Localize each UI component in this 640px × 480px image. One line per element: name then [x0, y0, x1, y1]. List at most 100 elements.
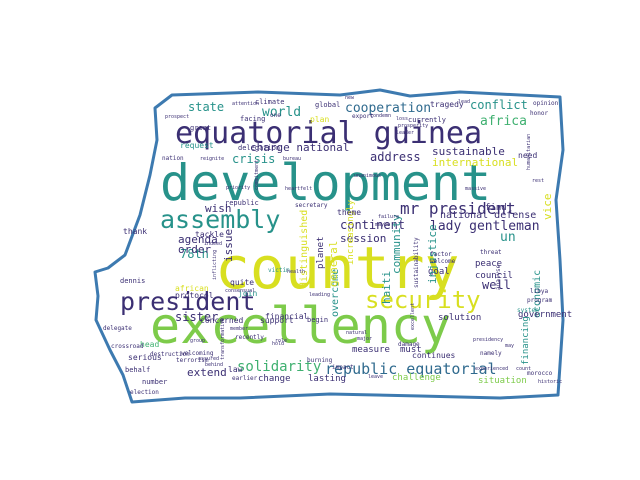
cloud-word-excellency: excellency	[150, 297, 451, 355]
cloud-word-earlier: earlier	[232, 375, 258, 382]
cloud-word-solidarity: solidarity	[237, 359, 321, 375]
cloud-word-attention: attention	[232, 101, 259, 107]
cloud-word-dennis: dennis	[120, 277, 145, 285]
cloud-word-republic: republic	[225, 199, 259, 207]
cloud-word-sister: sister	[175, 310, 218, 324]
cloud-word-consensual: consensual	[225, 288, 255, 294]
cloud-word-victim: victim	[268, 267, 290, 274]
cloud-word-presidency: presidency	[473, 337, 503, 343]
cloud-word-major: major	[357, 336, 372, 342]
cloud-word-rest: rest	[532, 178, 544, 184]
cloud-word-group: group	[190, 338, 205, 344]
cloud-outline	[93, 88, 565, 404]
cloud-word-massive: massive	[465, 186, 486, 192]
cloud-word-election: election	[130, 389, 159, 396]
cloud-word-serious: serious	[128, 353, 162, 362]
cloud-word-failure: failure	[378, 214, 399, 220]
cloud-word-bureau: bureau	[283, 156, 301, 162]
cloud-word-law: law	[228, 365, 243, 374]
cloud-word-increasingly: increasingly	[346, 199, 356, 265]
cloud-word-order: order	[178, 243, 211, 256]
cloud-word-assembly: assembly	[160, 205, 280, 234]
cloud-word-conflict: conflict	[470, 98, 528, 112]
cloud-word-assured: assured	[198, 356, 219, 362]
cloud-word-secretary: secretary	[295, 202, 328, 209]
cloud-word-new: new	[345, 95, 355, 101]
cloud-word-health: health	[287, 269, 305, 275]
cloud-word-member: member	[230, 326, 248, 332]
cloud-word-maybe: maybe	[375, 222, 390, 228]
cloud-word-currently: currently	[408, 116, 446, 124]
cloud-word-thank: thank	[123, 227, 147, 236]
cloud-word-wish: wish	[205, 202, 232, 215]
cloud-word-president: president	[120, 287, 255, 316]
cloud-word-equatorial-guinea: equatorial guinea	[175, 116, 482, 151]
cloud-word-change: change	[258, 374, 291, 384]
cloud-word-leader: leader	[396, 130, 414, 136]
cloud-word-condemn: condemn	[370, 113, 391, 119]
cloud-word-climate: climate	[255, 98, 285, 106]
cloud-word-republic-equatorial: republic equatorial	[325, 360, 497, 378]
cloud-word-morocco: morocco	[527, 370, 553, 377]
cloud-word-burning: burning	[307, 357, 333, 364]
cloud-word-delegation: delegation	[238, 144, 280, 152]
cloud-word-haiti: haiti	[380, 271, 393, 304]
cloud-word-welcome: welcome	[430, 258, 456, 265]
cloud-word-impact: impact	[332, 364, 354, 371]
cloud-word-destruction: destruction	[150, 351, 190, 358]
cloud-word-economic: economic	[532, 270, 543, 318]
cloud-word-experienced: experienced	[475, 366, 508, 372]
cloud-word-one: one	[270, 112, 281, 119]
cloud-word-number: number	[142, 378, 167, 386]
cloud-word-lasting: lasting	[308, 374, 346, 384]
cloud-word-recently: recently	[235, 334, 264, 341]
cloud-word-system: system	[517, 307, 539, 314]
cloud-word-behind: behind	[205, 362, 223, 368]
cloud-word-financial: financial	[265, 312, 309, 321]
cloud-word-security: security	[365, 286, 481, 314]
cloud-word-begin: begin	[307, 316, 328, 324]
cloud-word-planet: planet	[316, 236, 326, 269]
cloud-word-session: session	[340, 232, 386, 245]
cloud-word-prospect: prospect	[165, 114, 189, 120]
cloud-word-government: government	[518, 310, 572, 320]
cloud-word-council: council	[475, 271, 513, 281]
cloud-word-world: world	[262, 105, 301, 120]
cloud-word-overcome: overcome	[330, 269, 341, 317]
cloud-word-plan: plan	[310, 115, 329, 124]
cloud-word-factor: factor	[430, 251, 452, 258]
cloud-word-challenge: challenge	[392, 373, 441, 383]
cloud-word-national-defense: national defense	[440, 210, 536, 221]
cloud-word-natural: natural	[346, 330, 367, 336]
cloud-word-distinguished: distinguished	[299, 210, 310, 288]
cloud-word-continues: continues	[412, 351, 456, 360]
cloud-word-measure: measure	[352, 345, 390, 355]
cloud-word-priority: priority	[226, 185, 250, 191]
cloud-word-transformative: transformative	[220, 318, 226, 360]
cloud-word-extend: extend	[187, 366, 227, 379]
cloud-word-welcoming: welcoming	[181, 350, 214, 357]
cloud-word-global: global	[315, 101, 340, 109]
cloud-word-export: export	[352, 113, 374, 120]
cloud-word-honor: honor	[530, 110, 548, 117]
cloud-word-facing: facing	[240, 115, 265, 123]
cloud-word-terrorism: terrorism	[176, 357, 209, 364]
cloud-word-threat: threat	[480, 249, 502, 256]
cloud-word-great: great	[190, 124, 211, 132]
cloud-word-analyse: analyse	[495, 264, 502, 290]
cloud-word-sustainability: sustainability	[413, 237, 420, 288]
cloud-word-un: un	[500, 230, 516, 245]
cloud-word-quite: quite	[230, 278, 254, 287]
cloud-word-continent: continent	[340, 218, 405, 232]
cloud-word-lady-gentleman: lady gentleman	[430, 219, 540, 234]
cloud-word-crossroad: crossroad	[111, 343, 144, 350]
cloud-word-cooperation: cooperation	[345, 101, 431, 116]
cloud-word-role: role	[275, 338, 287, 344]
cloud-word-theme: theme	[337, 208, 361, 217]
cloud-word-hold: hold	[272, 341, 284, 347]
cloud-word-78th: 78th	[180, 247, 209, 261]
cloud-word-issue: issue	[222, 229, 235, 262]
cloud-word-prosperity: prosperity	[398, 123, 428, 129]
cloud-word-loss: loss	[396, 116, 408, 122]
cloud-word-must: must	[400, 345, 422, 355]
